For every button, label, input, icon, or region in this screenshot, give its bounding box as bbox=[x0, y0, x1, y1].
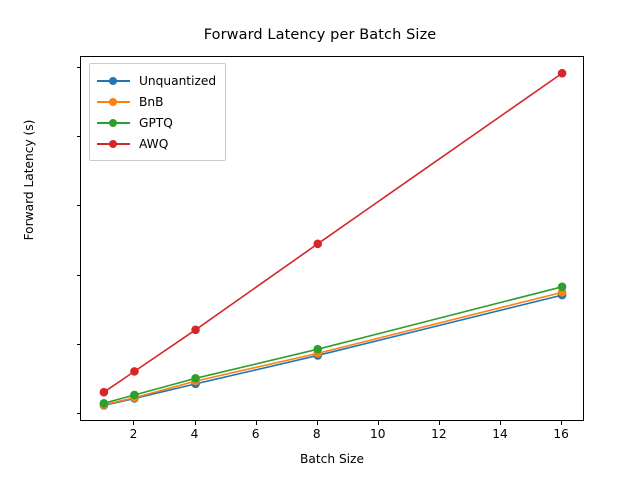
x-tick-label: 8 bbox=[312, 427, 321, 441]
x-tick-label: 12 bbox=[431, 427, 447, 441]
x-tick-mark bbox=[377, 421, 379, 425]
data-point-marker bbox=[99, 398, 109, 408]
series-awq bbox=[99, 68, 567, 397]
x-tick-label: 10 bbox=[370, 427, 386, 441]
x-tick-mark bbox=[255, 421, 257, 425]
legend-item-label: AWQ bbox=[139, 136, 169, 151]
x-tick-label: 2 bbox=[129, 427, 138, 441]
data-point-marker bbox=[191, 374, 200, 383]
y-tick-mark bbox=[76, 66, 80, 68]
series-line bbox=[103, 291, 563, 406]
x-tick-label: 4 bbox=[190, 427, 199, 441]
x-tick-mark bbox=[500, 421, 501, 425]
legend-marker-icon bbox=[97, 74, 130, 88]
x-axis-label: Batch Size bbox=[300, 452, 364, 466]
y-tick-mark bbox=[76, 205, 80, 207]
x-tick-mark bbox=[194, 421, 196, 425]
legend-item-gptq: GPTQ bbox=[97, 112, 216, 133]
x-tick-mark bbox=[316, 421, 318, 425]
data-point-marker bbox=[313, 239, 323, 249]
data-point-marker bbox=[99, 387, 109, 397]
y-axis-label: Forward Latency (s) bbox=[22, 119, 36, 241]
legend-item-label: BnB bbox=[139, 94, 164, 109]
data-point-marker bbox=[191, 325, 200, 335]
data-point-marker bbox=[130, 390, 139, 400]
data-point-marker bbox=[130, 367, 139, 376]
y-tick-mark bbox=[76, 136, 80, 138]
data-point-marker bbox=[557, 282, 567, 292]
x-tick-mark bbox=[133, 421, 135, 425]
legend-marker-icon bbox=[97, 95, 130, 109]
legend-item-awq: AWQ bbox=[97, 133, 216, 154]
legend-item-unquantized: Unquantized bbox=[97, 70, 216, 91]
legend-marker-icon bbox=[97, 116, 130, 130]
legend-item-bnb: BnB bbox=[97, 91, 216, 112]
data-point-marker bbox=[557, 68, 567, 78]
series-gptq bbox=[99, 282, 567, 408]
legend-item-label: GPTQ bbox=[139, 115, 173, 130]
x-tick-label: 6 bbox=[251, 427, 260, 441]
legend-item-label: Unquantized bbox=[139, 73, 217, 88]
x-tick-label: 16 bbox=[553, 427, 569, 441]
y-tick-mark bbox=[76, 274, 80, 276]
x-tick-label: 14 bbox=[492, 427, 508, 441]
x-tick-mark bbox=[561, 421, 563, 425]
page-title: Forward Latency per Batch Size bbox=[203, 27, 437, 43]
x-tick-mark bbox=[438, 421, 440, 425]
data-series-canvas bbox=[99, 68, 567, 410]
legend-marker-icon bbox=[97, 137, 130, 151]
legend: Unquantized BnB GPTQ AWQ bbox=[89, 63, 227, 161]
y-tick-mark bbox=[76, 413, 80, 415]
data-point-marker bbox=[313, 344, 323, 354]
y-tick-mark bbox=[76, 344, 80, 346]
